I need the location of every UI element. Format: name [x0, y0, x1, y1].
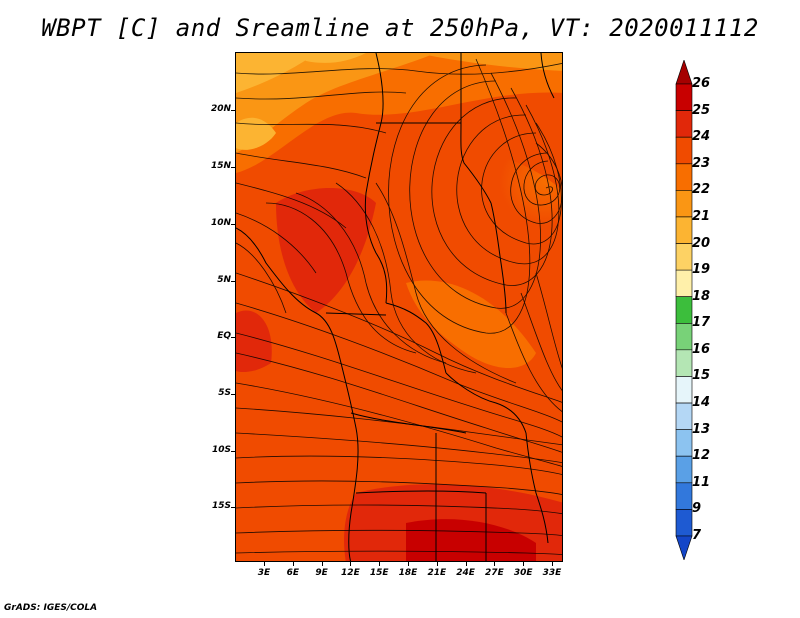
colorbar-segment: [675, 110, 693, 138]
lon-tick-mark: [494, 561, 496, 566]
lat-tick-mark: [231, 507, 236, 508]
lon-tick-label: 21E: [427, 568, 447, 578]
lon-tick-mark: [321, 561, 323, 566]
colorbar-segment: [675, 429, 693, 457]
lon-tick-label: 9E: [315, 568, 328, 578]
lon-tick-label: 12E: [341, 568, 360, 578]
lon-tick-label: 30E: [513, 568, 533, 578]
lat-tick-mark: [231, 224, 236, 225]
colorbar-segment: [675, 509, 693, 537]
colorbar-label: 12: [692, 448, 711, 464]
lat-tick-mark: [231, 337, 236, 338]
colorbar-segment: [675, 190, 693, 218]
country-borders: [236, 53, 555, 561]
colorbar-label: 19: [692, 262, 711, 278]
colorbar-label: 22: [692, 182, 711, 198]
lat-tick-label: 15N: [210, 161, 231, 171]
map-title: WBPT [C] and Sreamline at 250hPa, VT: 20…: [41, 14, 759, 42]
colorbar-segment: [675, 296, 693, 324]
lon-tick-mark: [552, 561, 553, 566]
lon-tick-label: 27E: [485, 568, 504, 578]
colorbar: [675, 60, 693, 560]
colorbar-label: 9: [692, 501, 702, 517]
lat-tick-label: 10N: [210, 218, 231, 228]
colorbar-segment: [675, 402, 693, 430]
colorbar-segment: [675, 322, 693, 351]
colorbar-label: 26: [692, 76, 711, 91]
colorbar-segment: [675, 243, 693, 271]
lat-tick-label: 10S: [211, 445, 231, 455]
colorbar-label: 15: [692, 368, 711, 384]
lon-tick-label: 6E: [286, 568, 299, 578]
wbpt-field: [236, 53, 562, 561]
lon-tick-mark: [379, 561, 381, 566]
lat-tick-mark: [231, 394, 236, 395]
lon-tick-label: 24E: [456, 568, 475, 578]
colorbar-label: 16: [692, 341, 711, 357]
lon-tick-mark: [292, 561, 294, 566]
lon-tick-label: 18E: [398, 568, 418, 578]
lat-tick-mark: [231, 167, 236, 168]
footer-credit: GrADS: IGES/COLA: [4, 603, 98, 613]
colorbar-segment: [675, 269, 693, 298]
colorbar-label: 17: [692, 315, 711, 331]
lat-tick-label: EQ: [217, 331, 231, 341]
lon-tick-mark: [350, 561, 352, 566]
lon-tick-label: 3E: [257, 568, 271, 578]
lon-tick-mark: [408, 561, 409, 566]
colorbar-label: 11: [692, 474, 711, 490]
colorbar-segment: [675, 83, 693, 111]
colorbar-segment: [675, 216, 693, 244]
colorbar-segment: [675, 376, 693, 404]
colorbar-label: 24: [692, 129, 711, 145]
colorbar-label: 14: [692, 395, 711, 411]
lat-tick-mark: [231, 451, 236, 452]
colorbar-segment: [675, 482, 693, 510]
colorbar-segment: [675, 163, 693, 191]
colorbar-label: 25: [692, 102, 711, 118]
lon-tick-mark: [465, 561, 467, 566]
colorbar-segment: [675, 60, 693, 85]
lon-tick-mark: [523, 561, 525, 566]
colorbar-segment: [675, 455, 693, 484]
colorbar-label: 20: [692, 235, 711, 251]
colorbar-segment: [675, 535, 693, 560]
map-panel: [235, 52, 563, 562]
lon-tick-label: 15E: [369, 568, 389, 578]
lon-tick-mark: [264, 561, 265, 566]
colorbar-segment: [675, 136, 693, 165]
lon-tick-label: 33E: [542, 568, 562, 578]
lat-tick-label: 15S: [211, 501, 231, 511]
colorbar-label: 23: [692, 155, 711, 171]
lat-tick-mark: [231, 281, 236, 282]
colorbar-label: 18: [692, 288, 711, 304]
lon-tick-mark: [436, 561, 438, 566]
lat-tick-mark: [231, 110, 236, 111]
colorbar-segment: [675, 349, 693, 377]
colorbar-label: 21: [692, 208, 711, 224]
colorbar-label: 7: [692, 528, 702, 543]
colorbar-label: 13: [692, 421, 711, 437]
lat-tick-label: 5N: [217, 275, 231, 285]
lat-tick-label: 5S: [218, 388, 231, 398]
lat-tick-label: 20N: [210, 104, 231, 114]
streamlines: [236, 58, 562, 556]
